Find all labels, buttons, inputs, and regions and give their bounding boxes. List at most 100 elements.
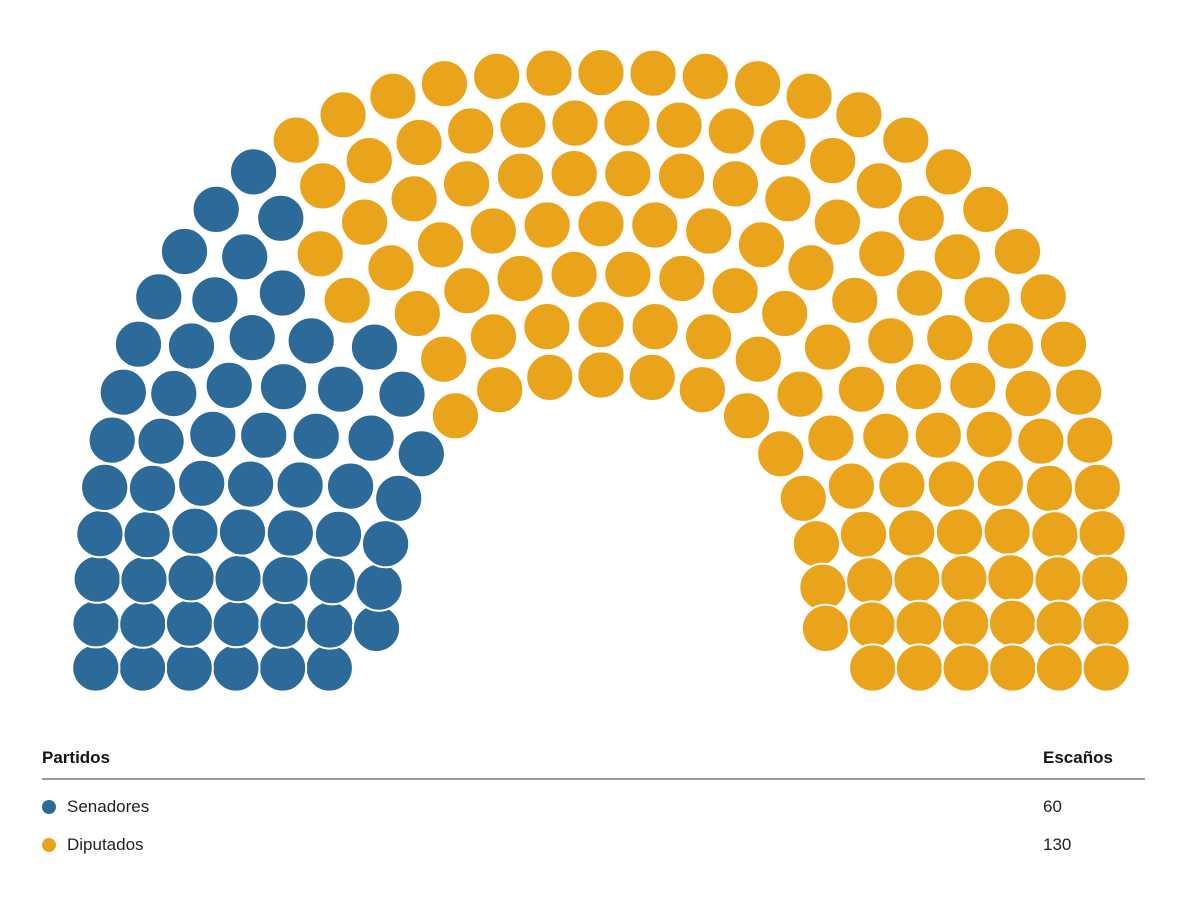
seat (710, 266, 760, 316)
seat (1034, 643, 1085, 693)
seat (71, 643, 121, 693)
seat (286, 316, 336, 366)
seat (845, 556, 895, 606)
seat (1065, 415, 1115, 465)
seat (326, 461, 376, 511)
seat (657, 253, 707, 304)
seat (913, 410, 963, 460)
seat (87, 415, 137, 465)
seat (389, 174, 439, 224)
seat (227, 313, 277, 363)
seat (733, 59, 783, 109)
seat (961, 184, 1011, 234)
seat (136, 416, 186, 466)
seat (134, 272, 184, 322)
seat (258, 599, 308, 649)
seat (836, 364, 887, 414)
seat (220, 232, 270, 282)
seat (394, 117, 444, 168)
seat (495, 253, 545, 304)
seat (893, 362, 944, 412)
seat (932, 232, 982, 282)
seat (941, 599, 991, 649)
seat (275, 460, 325, 510)
seat (392, 288, 442, 339)
seat (298, 161, 348, 211)
legend-header-seats: Escaños (1043, 748, 1113, 767)
seat (1016, 416, 1066, 466)
seat (72, 554, 122, 604)
seat (576, 300, 626, 350)
seat (1003, 368, 1053, 419)
seat (848, 643, 898, 693)
seat (982, 506, 1032, 556)
seat (894, 643, 945, 693)
seat (603, 149, 653, 199)
seat (307, 556, 357, 606)
seat (204, 360, 254, 410)
seat (495, 151, 546, 201)
seat (760, 288, 810, 339)
seat (71, 599, 121, 649)
seat (881, 115, 931, 165)
legend-row-diputados: Diputados 130 (42, 834, 1145, 856)
hemicycle-svg (71, 48, 1131, 693)
seat (304, 643, 354, 693)
seat (941, 643, 991, 693)
seat (119, 555, 169, 605)
seat (800, 603, 851, 654)
seat (313, 509, 364, 559)
seat (986, 553, 1036, 603)
seat (861, 411, 911, 461)
seat (778, 473, 828, 523)
seat (1038, 319, 1089, 369)
seat (318, 90, 368, 140)
seat (603, 249, 653, 299)
seat (680, 51, 730, 102)
seat (1030, 510, 1080, 560)
seat (892, 554, 942, 605)
seat (271, 115, 321, 165)
seat (786, 243, 836, 293)
seat (351, 603, 402, 654)
seat (159, 226, 210, 277)
seat (896, 193, 946, 243)
seat (576, 199, 626, 249)
legend-header-parties: Partidos (42, 748, 111, 767)
seat (122, 510, 172, 560)
seat (791, 519, 842, 569)
seat (1054, 367, 1104, 417)
seat (630, 200, 680, 250)
seat (340, 197, 390, 247)
seat (265, 508, 315, 558)
seat (75, 509, 125, 559)
seat (550, 98, 600, 148)
seat (188, 409, 238, 459)
seat (170, 506, 220, 556)
seat (211, 643, 261, 693)
seat (316, 364, 366, 414)
seat (1081, 643, 1131, 693)
seat (239, 410, 289, 460)
seat (117, 643, 168, 693)
senadores-seat-count: 60 (1043, 797, 1062, 816)
seat (258, 362, 309, 412)
seat (524, 48, 574, 98)
legend-table: Partidos Escaños Senadores 60 Diputados … (42, 748, 1145, 856)
seat (736, 220, 787, 270)
seat (1018, 272, 1068, 322)
seat (923, 147, 974, 197)
seat (498, 100, 548, 150)
seat (291, 411, 341, 461)
seat (988, 643, 1038, 693)
seat (226, 459, 276, 509)
seat (229, 147, 279, 197)
legend-header: Partidos Escaños (42, 748, 1145, 780)
seat (838, 509, 889, 559)
seat (926, 459, 977, 509)
hemicycle-chart (71, 48, 1131, 693)
seat (98, 367, 148, 417)
seat (419, 334, 469, 384)
seat (549, 149, 599, 199)
